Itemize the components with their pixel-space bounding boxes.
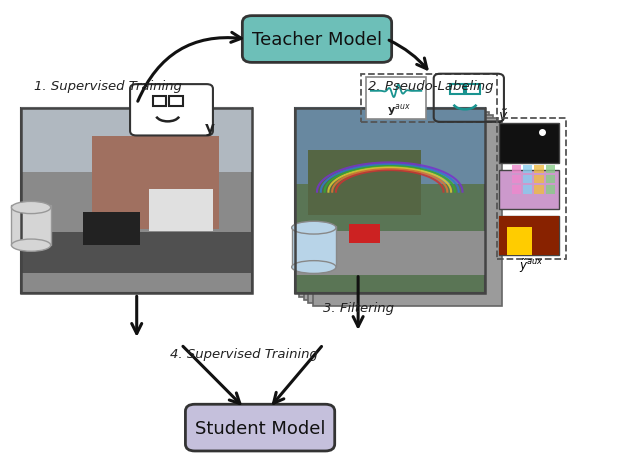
Bar	[307, 151, 422, 215]
Bar	[546, 186, 555, 194]
Text: $\tilde{y}^{aux}$: $\tilde{y}^{aux}$	[519, 257, 544, 275]
Bar	[299, 113, 489, 297]
Bar	[22, 108, 252, 173]
Ellipse shape	[292, 222, 336, 235]
Bar	[295, 107, 484, 185]
Bar	[292, 226, 336, 268]
Bar	[295, 109, 484, 294]
Bar	[499, 217, 559, 256]
Bar	[22, 233, 252, 274]
Text: Teacher Model: Teacher Model	[252, 31, 382, 49]
Bar	[499, 124, 559, 163]
Text: Student Model: Student Model	[195, 419, 325, 437]
Bar	[546, 165, 555, 174]
Bar	[534, 186, 544, 194]
Bar	[92, 137, 219, 229]
Text: $\mathbf{y}^{aux}$: $\mathbf{y}^{aux}$	[387, 102, 411, 118]
Bar	[83, 213, 140, 245]
Bar	[22, 109, 252, 294]
Bar	[507, 228, 532, 256]
Ellipse shape	[11, 239, 51, 252]
Bar	[304, 116, 493, 300]
Text: 3. Filtering: 3. Filtering	[323, 301, 394, 314]
Bar	[150, 190, 212, 232]
Bar	[523, 175, 533, 184]
Bar	[308, 119, 498, 304]
Text: $\tilde{y}$: $\tilde{y}$	[498, 107, 509, 126]
Bar	[499, 217, 559, 256]
Bar	[546, 175, 555, 184]
Bar	[512, 165, 521, 174]
FancyBboxPatch shape	[185, 404, 335, 451]
FancyBboxPatch shape	[130, 85, 213, 136]
Bar	[349, 225, 380, 243]
Ellipse shape	[11, 202, 51, 214]
Text: 1. Supervised Training: 1. Supervised Training	[34, 80, 182, 93]
Bar	[313, 122, 502, 307]
Bar	[22, 109, 252, 294]
Bar	[366, 78, 426, 119]
Bar	[512, 186, 521, 194]
Text: 2. Pseudo-Labeling: 2. Pseudo-Labeling	[368, 80, 494, 93]
Text: $\mathbf{y}$: $\mathbf{y}$	[204, 122, 216, 138]
Bar	[499, 170, 559, 210]
Bar	[534, 165, 544, 174]
FancyBboxPatch shape	[242, 17, 392, 63]
Bar	[295, 109, 484, 294]
Bar	[512, 175, 521, 184]
Bar	[523, 186, 533, 194]
Bar	[534, 175, 544, 184]
Text: 4. Supervised Training: 4. Supervised Training	[171, 347, 318, 360]
Bar	[11, 206, 51, 246]
Bar	[295, 109, 484, 294]
Bar	[523, 165, 533, 174]
Ellipse shape	[292, 261, 336, 274]
Bar	[295, 231, 484, 275]
